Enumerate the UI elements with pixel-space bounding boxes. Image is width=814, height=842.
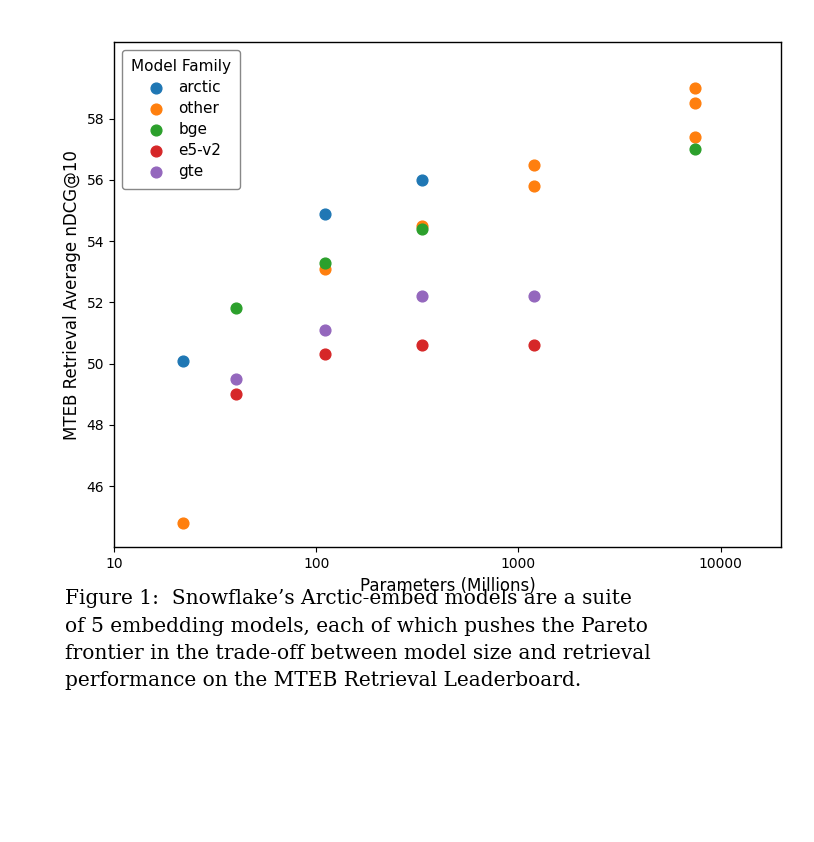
other xyxy=(527,179,540,193)
e5-v2 xyxy=(230,387,243,401)
e5-v2 xyxy=(527,338,540,352)
arctic xyxy=(177,354,190,367)
Text: Figure 1:  Snowflake’s Arctic-embed models are a suite
of 5 embedding models, ea: Figure 1: Snowflake’s Arctic-embed model… xyxy=(65,589,651,690)
Legend: arctic, other, bge, e5-v2, gte: arctic, other, bge, e5-v2, gte xyxy=(121,50,240,189)
arctic xyxy=(318,207,331,221)
e5-v2 xyxy=(318,348,331,361)
gte xyxy=(318,323,331,337)
other xyxy=(689,97,702,110)
e5-v2 xyxy=(416,338,429,352)
Y-axis label: MTEB Retrieval Average nDCG@10: MTEB Retrieval Average nDCG@10 xyxy=(63,150,81,440)
bge xyxy=(230,301,243,315)
bge xyxy=(416,222,429,236)
bge xyxy=(689,142,702,156)
gte xyxy=(230,372,243,386)
other xyxy=(177,516,190,530)
other xyxy=(416,219,429,232)
other xyxy=(527,157,540,171)
other xyxy=(689,131,702,144)
bge xyxy=(318,256,331,269)
other xyxy=(689,82,702,95)
arctic xyxy=(416,173,429,187)
other xyxy=(318,262,331,275)
gte xyxy=(527,290,540,303)
X-axis label: Parameters (Millions): Parameters (Millions) xyxy=(360,577,536,594)
gte xyxy=(416,290,429,303)
